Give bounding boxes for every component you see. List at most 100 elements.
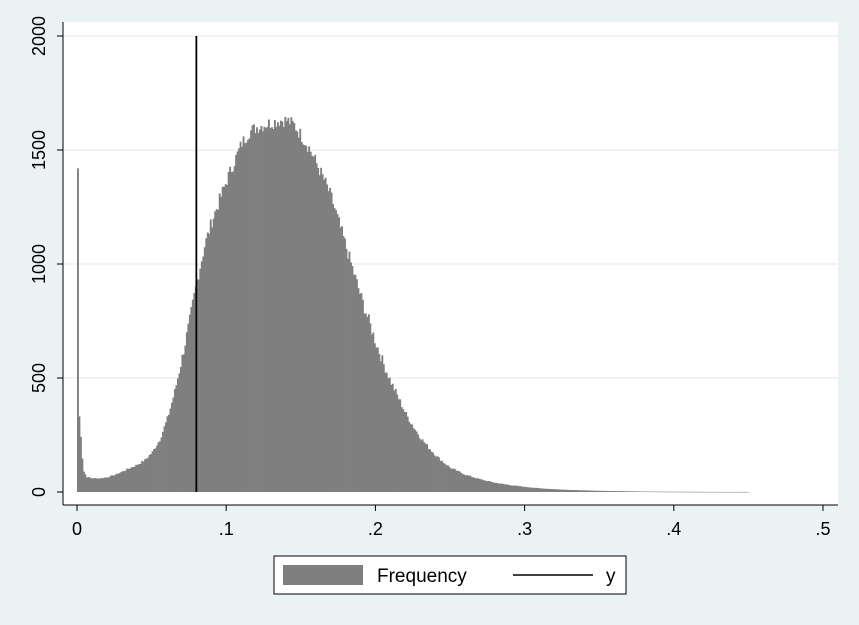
histogram-bar (168, 414, 170, 492)
histogram-bar (165, 422, 167, 492)
histogram-bar (370, 334, 373, 492)
histogram-bar (354, 274, 357, 492)
histogram-bar (694, 491, 697, 493)
histogram-bar (318, 175, 321, 492)
histogram-bar (608, 491, 611, 492)
histogram-bar (658, 491, 661, 493)
histogram-bar (236, 151, 239, 492)
histogram-bar (703, 491, 706, 493)
histogram-bar (99, 478, 102, 492)
histogram-bar (132, 467, 135, 492)
histogram-bar (257, 132, 260, 492)
histogram-bar (121, 471, 124, 492)
histogram-bar (467, 475, 470, 492)
histogram-bar (330, 192, 333, 492)
histogram-bar (505, 484, 508, 492)
histogram-bar (627, 491, 630, 492)
histogram-bar (206, 232, 209, 493)
histogram-bar (657, 491, 660, 493)
histogram-bar (308, 146, 311, 492)
histogram-bar (491, 482, 494, 492)
histogram-bar (94, 478, 97, 492)
legend-y-label: y (606, 566, 616, 587)
histogram-bar (329, 187, 332, 492)
histogram-bar (552, 489, 555, 492)
histogram-bar (729, 491, 731, 493)
histogram-bar (151, 451, 154, 492)
histogram-bar (361, 299, 364, 492)
histogram-bar (600, 490, 603, 492)
histogram-bar (731, 491, 734, 493)
histogram-bar (287, 118, 290, 492)
histogram-bar (351, 266, 354, 492)
histogram-bar (667, 491, 670, 493)
histogram-bar (88, 477, 91, 492)
histogram-bar (643, 491, 646, 493)
histogram-bar (655, 491, 658, 493)
histogram-bar (664, 491, 667, 493)
histogram-bar (364, 313, 367, 492)
histogram-bar (214, 211, 217, 493)
histogram-bar (327, 191, 330, 492)
histogram-bar (599, 490, 602, 492)
histogram-bar (620, 491, 622, 492)
histogram-bar (445, 465, 448, 492)
histogram-bar (439, 460, 442, 492)
histogram-bar (360, 292, 363, 492)
histogram-bar (464, 475, 467, 492)
histogram-bar (293, 123, 296, 493)
legend-frequency-label: Frequency (377, 566, 467, 587)
histogram-bar (705, 491, 708, 493)
histogram-bar (126, 468, 129, 492)
histogram-bar (172, 397, 175, 492)
histogram-bar (685, 491, 688, 493)
y-tick-label: 0 (29, 487, 49, 497)
histogram-bar (224, 184, 227, 493)
histogram-bar (642, 491, 645, 493)
histogram-bar (458, 471, 461, 492)
histogram-bar (466, 475, 469, 492)
histogram-bar (535, 487, 537, 492)
histogram-bar (217, 209, 220, 492)
histogram-bar (560, 489, 563, 492)
histogram-bar (518, 486, 521, 492)
histogram-bar (169, 408, 172, 492)
histogram-bar (341, 226, 343, 493)
histogram-bar (521, 486, 524, 492)
histogram-bar (640, 491, 643, 492)
histogram-bar (96, 478, 99, 492)
histogram-bar (256, 127, 258, 492)
histogram-bar (160, 437, 163, 492)
histogram-bar (103, 477, 106, 492)
histogram-bar (184, 345, 187, 492)
histogram-bar (390, 384, 393, 492)
histogram-bar (490, 481, 493, 492)
histogram-bar (426, 444, 429, 492)
histogram-bar (264, 128, 267, 492)
histogram-bar (391, 383, 394, 492)
histogram-bar (127, 468, 130, 492)
histogram-bar (652, 491, 655, 493)
histogram-bar (376, 347, 379, 492)
histogram-bar (402, 409, 405, 492)
histogram-bar (399, 399, 402, 492)
histogram-bar (702, 491, 705, 493)
histogram-bar (202, 256, 205, 492)
histogram-bar (427, 448, 430, 492)
histogram-bar (91, 478, 94, 492)
histogram-bar (145, 458, 148, 492)
histogram-bar (651, 491, 654, 493)
histogram-bar (539, 488, 542, 492)
histogram-bar (163, 426, 166, 492)
histogram-bar (405, 412, 408, 492)
histogram-bar (614, 491, 617, 492)
histogram-bar (635, 491, 637, 492)
histogram-bar (332, 204, 335, 493)
histogram-bar (739, 491, 742, 493)
histogram-bar (336, 214, 339, 492)
histogram-bar (590, 490, 593, 492)
histogram-bar (584, 490, 587, 492)
histogram-bar (144, 459, 147, 492)
y-tick-label: 2000 (29, 16, 49, 56)
histogram-bar (569, 490, 572, 492)
